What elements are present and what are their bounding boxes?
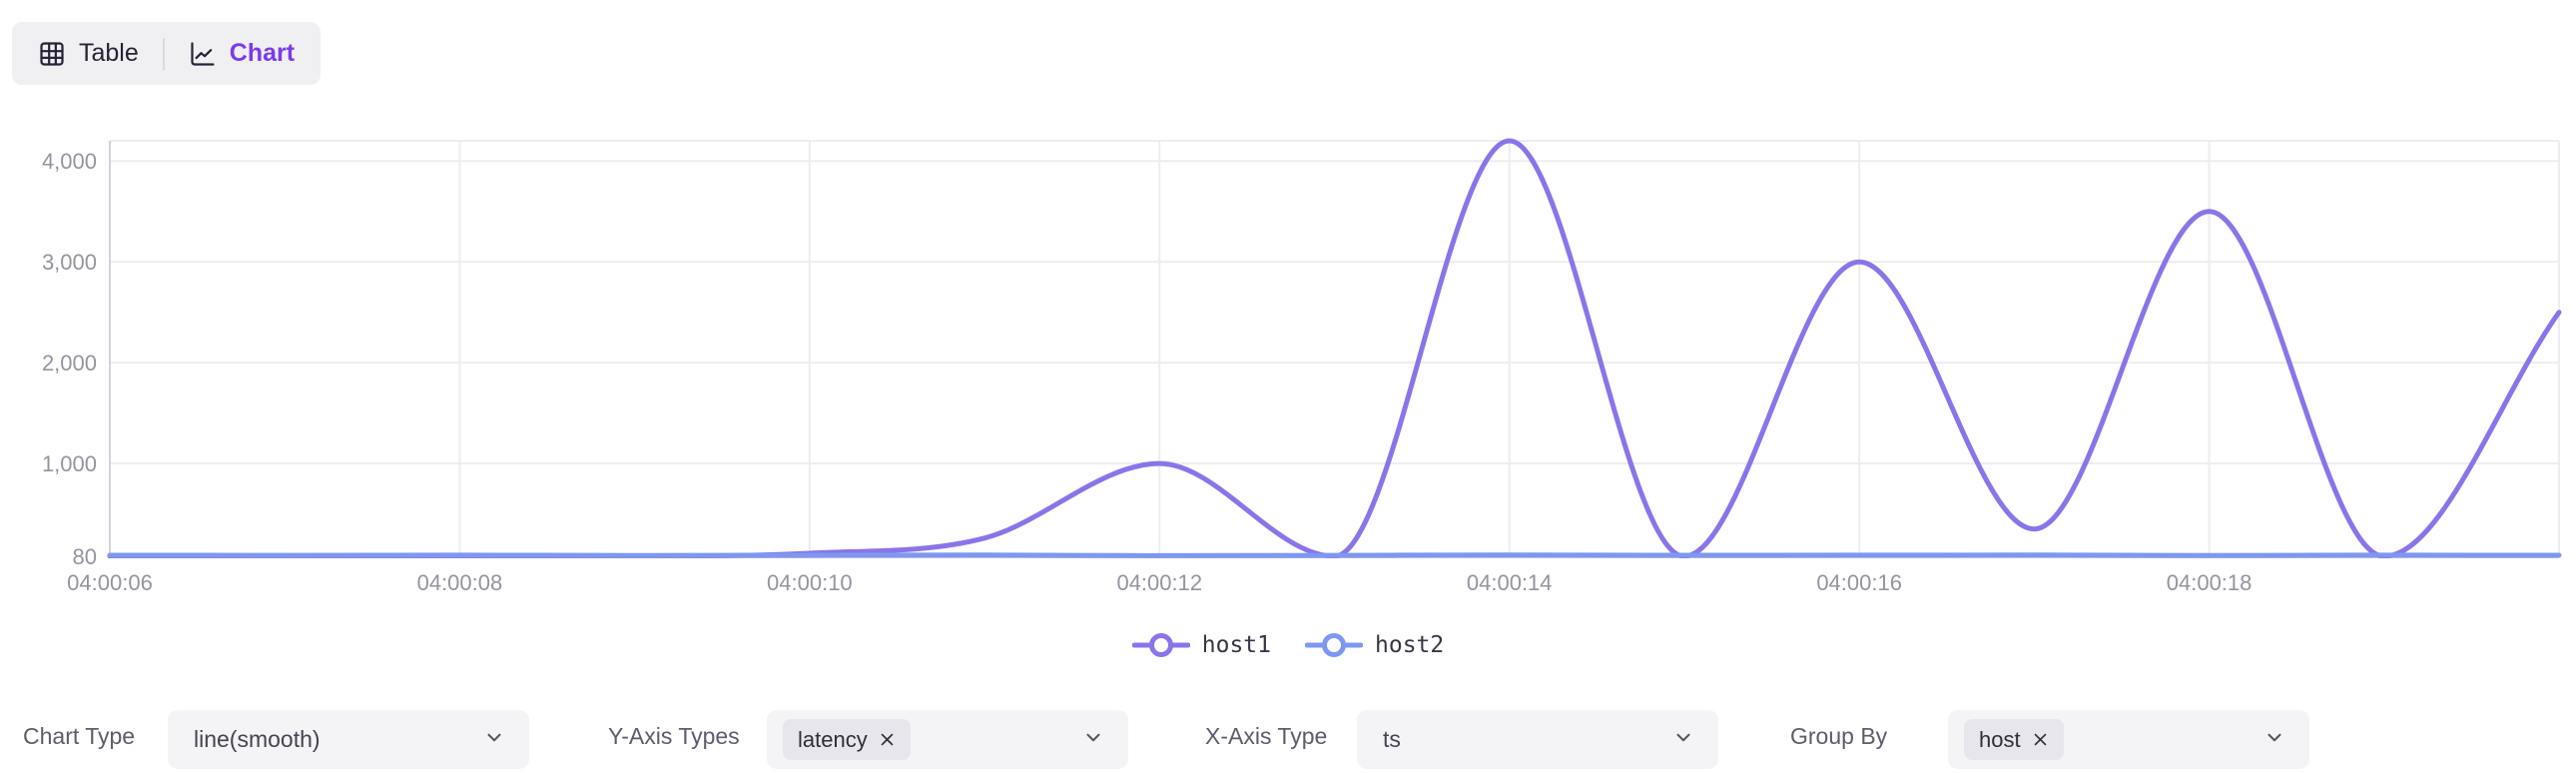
chart-gridlines — [110, 140, 2560, 556]
svg-text:04:00:06: 04:00:06 — [67, 570, 153, 595]
remove-tag-icon[interactable] — [2032, 731, 2049, 748]
table-icon — [38, 40, 66, 68]
group-by-tag-text: host — [1979, 726, 2021, 752]
x-axis-type-value: ts — [1383, 726, 1401, 752]
legend-label: host2 — [1375, 632, 1445, 658]
svg-text:2,000: 2,000 — [42, 351, 97, 376]
svg-text:04:00:08: 04:00:08 — [417, 570, 503, 595]
svg-text:4,000: 4,000 — [42, 149, 97, 174]
svg-text:04:00:12: 04:00:12 — [1116, 570, 1202, 595]
x-axis-tick-labels: 04:00:06 04:00:08 04:00:10 04:00:12 04:00:14… — [67, 570, 2252, 595]
x-axis-type-select[interactable]: ts — [1357, 710, 1718, 769]
chevron-down-icon — [1672, 726, 1694, 753]
group-by-tag: host — [1964, 719, 2064, 760]
chart-type-select[interactable]: line(smooth) — [168, 710, 529, 769]
svg-text:04:00:18: 04:00:18 — [2167, 570, 2253, 595]
chart-axes — [109, 141, 2559, 558]
y-axis-types-select[interactable]: latency — [767, 710, 1128, 769]
group-by-select[interactable]: host — [1948, 710, 2309, 769]
y-axis-type-tag-text: latency — [798, 726, 868, 752]
series-line-host2[interactable] — [107, 552, 2562, 558]
chart-view-label: Chart — [229, 39, 296, 67]
legend-item-host2[interactable]: host2 — [1305, 631, 1444, 659]
table-view-label: Table — [79, 39, 139, 67]
chart-controls: Chart Type line(smooth) Y-Axis Types lat… — [0, 699, 2576, 773]
y-axis-type-tag: latency — [783, 719, 911, 760]
legend-marker-icon — [1305, 633, 1363, 657]
legend-marker-icon — [1131, 633, 1190, 657]
svg-text:3,000: 3,000 — [42, 250, 97, 275]
toggle-divider — [162, 37, 165, 70]
line-chart-icon — [189, 40, 217, 68]
view-toggle: Table Chart — [12, 22, 322, 85]
legend-label: host1 — [1201, 632, 1271, 658]
svg-text:80: 80 — [73, 544, 97, 569]
svg-text:1,000: 1,000 — [42, 451, 97, 476]
svg-text:04:00:14: 04:00:14 — [1467, 570, 1553, 595]
svg-text:04:00:16: 04:00:16 — [1816, 570, 1902, 595]
series-line-host1[interactable] — [107, 138, 2562, 558]
x-axis-type-label: X-Axis Type — [1205, 722, 1328, 749]
chevron-down-icon — [1082, 726, 1104, 753]
y-axis-tick-labels: 80 1,000 2,000 3,000 4,000 — [42, 149, 97, 569]
chart-legend: host1 host2 — [0, 624, 2576, 666]
y-axis-types-label: Y-Axis Types — [608, 722, 740, 749]
remove-tag-icon[interactable] — [879, 731, 896, 748]
legend-item-host1[interactable]: host1 — [1131, 631, 1271, 659]
chevron-down-icon — [2263, 726, 2285, 753]
chevron-down-icon — [483, 726, 505, 753]
chart-canvas[interactable]: 80 1,000 2,000 3,000 4,000 04:00:06 04:00:08 04… — [0, 0, 2576, 609]
group-by-label: Group By — [1790, 722, 1888, 749]
chart-type-value: line(smooth) — [194, 726, 321, 752]
chart-type-label: Chart Type — [23, 722, 136, 749]
table-view-button[interactable]: Table — [38, 22, 139, 85]
svg-text:04:00:10: 04:00:10 — [767, 570, 853, 595]
chart-view-button[interactable]: Chart — [189, 22, 295, 85]
